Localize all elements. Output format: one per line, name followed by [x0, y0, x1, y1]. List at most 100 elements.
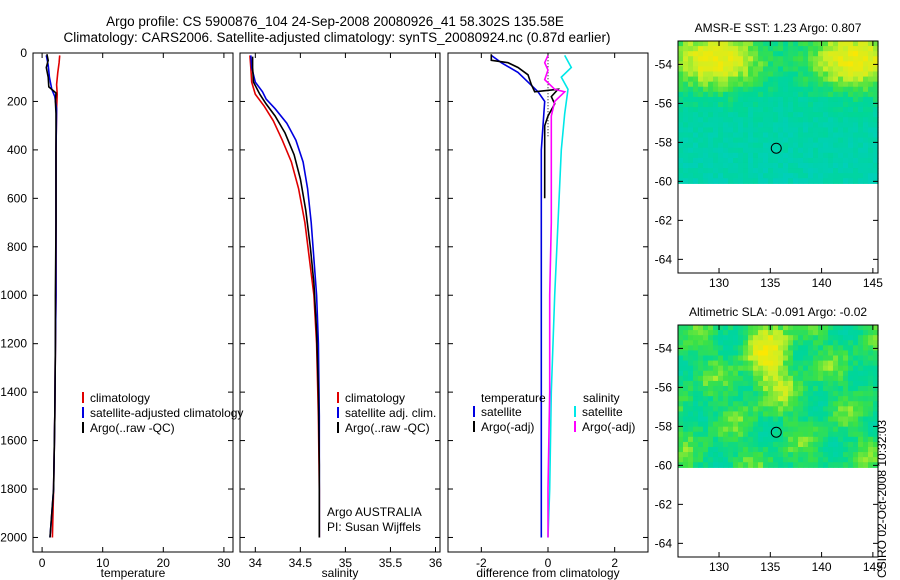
map-cell [728, 76, 734, 83]
map-cell [783, 335, 789, 341]
map-cell [798, 457, 804, 463]
map-cell [738, 431, 744, 438]
map-cell [873, 360, 879, 367]
map-cell [798, 436, 804, 443]
map-cell [783, 168, 789, 174]
map-cell [858, 137, 864, 144]
map-cell [743, 51, 749, 57]
map-cell [833, 360, 839, 367]
map-cell [768, 86, 774, 93]
map-cell [763, 401, 769, 407]
map-cell [818, 421, 824, 428]
map-cell [728, 122, 734, 129]
map-cell [793, 96, 799, 103]
map-cell [758, 385, 764, 392]
map-cell [753, 406, 759, 413]
map-cell [838, 452, 844, 458]
y-tick-label: -54 [655, 57, 673, 71]
map-cell [828, 330, 834, 336]
y-tick-label: -62 [655, 497, 673, 511]
map-cell [793, 426, 799, 433]
map-cell [753, 421, 759, 428]
map-cell [788, 421, 794, 428]
map-cell [743, 441, 749, 448]
map-cell [703, 127, 709, 134]
map-cell [713, 96, 719, 103]
map-cell [718, 452, 724, 458]
map-cell [853, 411, 859, 418]
map-cell [763, 76, 769, 83]
map-cell [813, 340, 819, 346]
map-cell [758, 71, 764, 78]
map-cell [693, 431, 699, 438]
map-cell [763, 51, 769, 57]
map-cell [723, 86, 729, 93]
map-cell [733, 436, 739, 443]
map-cell [753, 157, 759, 164]
map-cell [788, 355, 794, 362]
map-cell [758, 46, 764, 52]
map-cell [863, 132, 869, 139]
map-cell [723, 370, 729, 377]
map-cell [863, 127, 869, 134]
map-cell [858, 168, 864, 174]
map-cell [693, 122, 699, 129]
map-cell [708, 411, 714, 418]
map-cell [853, 350, 859, 357]
map-cell [738, 178, 744, 184]
map-cell [853, 168, 859, 174]
map-cell [813, 76, 819, 83]
map-cell [868, 416, 874, 423]
map-cell [793, 127, 799, 134]
map-cell [768, 452, 774, 458]
map-cell [773, 142, 779, 149]
map-cell [853, 162, 859, 169]
map-cell [818, 157, 824, 164]
map-cell [843, 56, 849, 62]
map-cell [778, 446, 784, 453]
map-cell [683, 441, 689, 448]
map-cell [693, 325, 699, 331]
map-cell [798, 142, 804, 149]
map-cell [698, 462, 704, 468]
map-cell [713, 178, 719, 184]
map-cell [823, 360, 829, 367]
map-cell [678, 173, 684, 179]
map-cell [853, 152, 859, 159]
map-cell [718, 101, 724, 108]
map-cell [778, 86, 784, 93]
map-cell [683, 446, 689, 453]
map-cell [833, 107, 839, 113]
map-cell [828, 61, 834, 68]
map-cell [738, 46, 744, 52]
map-cell [808, 426, 814, 433]
map-cell [818, 406, 824, 413]
map-cell [718, 61, 724, 68]
map-cell [798, 91, 804, 98]
map-cell [818, 330, 824, 336]
map-cell [753, 350, 759, 357]
map-cell [858, 51, 864, 57]
map-cell [858, 101, 864, 108]
map-cell [823, 375, 829, 382]
map-cell [843, 91, 849, 98]
map-cell [683, 46, 689, 52]
legend-entry: Argo(..raw -QC) [90, 421, 175, 435]
map-cell [713, 401, 719, 407]
map-cell [678, 441, 684, 448]
map-cell [823, 350, 829, 357]
map-cell [848, 446, 854, 453]
map-cell [743, 340, 749, 346]
map-cell [683, 96, 689, 103]
legend-title: salinity [583, 391, 620, 405]
map-cell [703, 380, 709, 387]
map-cell [798, 76, 804, 83]
map-cell [758, 340, 764, 346]
map-cell [818, 137, 824, 144]
map-cell [678, 41, 684, 47]
map-cell [798, 370, 804, 377]
map-cell [833, 91, 839, 98]
map-cell [803, 462, 809, 468]
map-cell [738, 360, 744, 367]
map-cell [818, 452, 824, 458]
